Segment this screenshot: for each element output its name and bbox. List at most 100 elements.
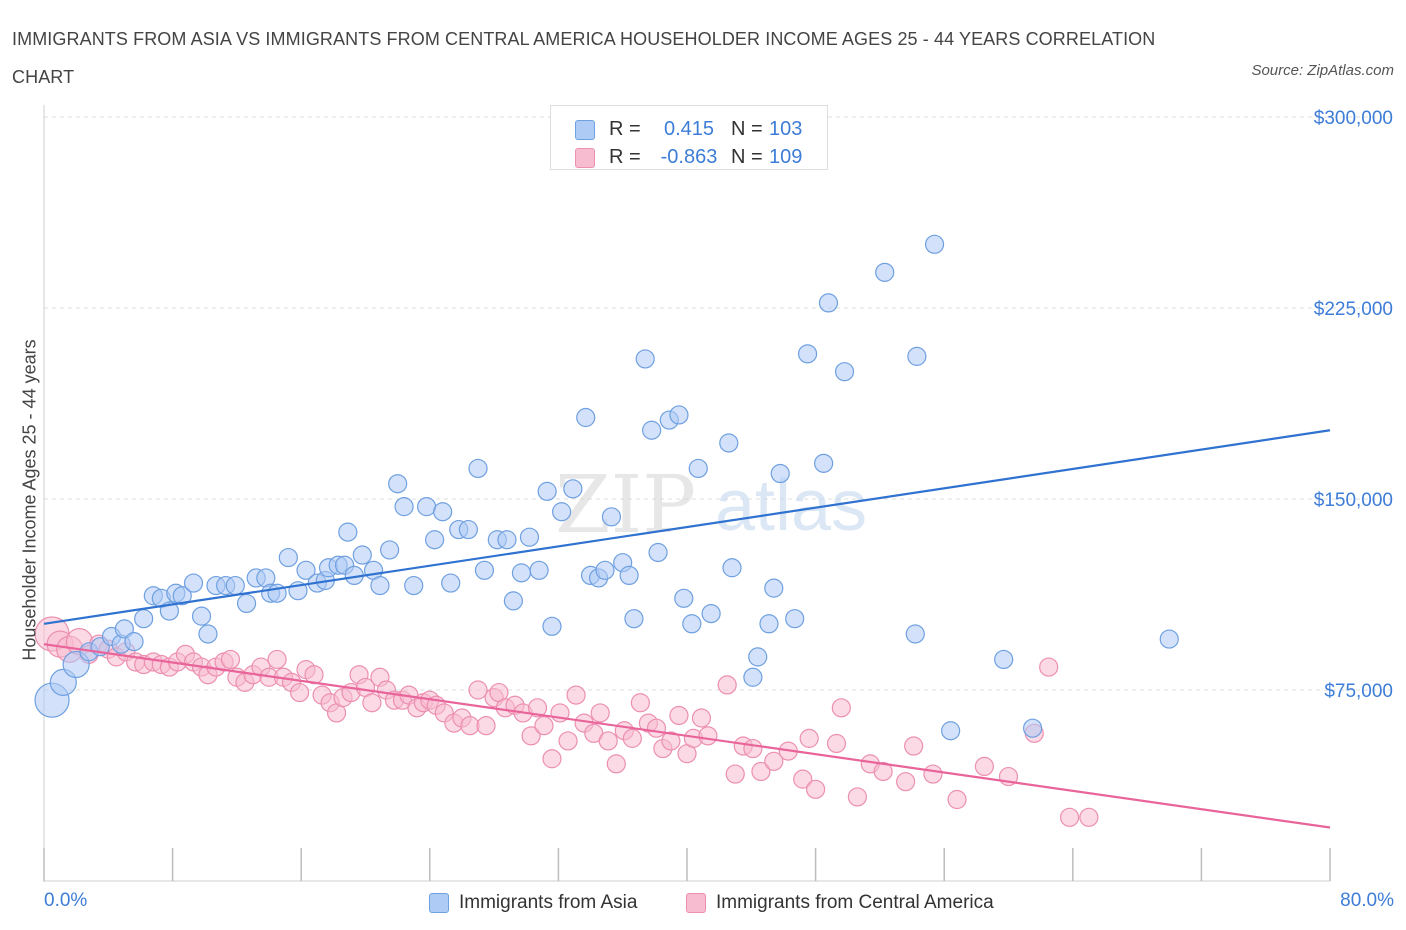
asia-point [458,519,478,540]
central-america-points [34,616,1099,827]
asia-point [719,433,739,453]
y-axis-label: Householder Income Ages 25 - 44 years [19,339,40,661]
series-legend: Immigrants from Asia Immigrants from Cen… [0,888,1406,918]
asia-point [519,527,540,547]
asia-point [474,560,495,580]
asia-point [338,522,358,542]
asia-point [601,507,622,527]
asia-point [416,497,437,517]
asia-point [759,614,779,634]
central-america-point [764,751,784,771]
asia-point [875,262,895,282]
asia-point [425,530,445,550]
asia-point [404,575,424,596]
central-america-point [598,731,618,751]
asia-swatch-icon [429,893,449,913]
asia-swatch-icon [575,120,595,140]
asia-point [648,542,668,563]
asia-point [994,649,1014,670]
central-america-point [904,736,924,756]
n-value: 109 [769,146,803,168]
y-tick-label: $75,000 [1324,681,1393,702]
r-value: -0.863 [660,146,718,168]
central-america-point [521,726,541,746]
y-tick-labels: $75,000 $150,000 $225,000 $300,000 [1314,108,1393,702]
asia-point [1023,718,1043,738]
asia-point [563,479,583,499]
central-america-point [630,693,650,713]
central-america-point [267,649,287,670]
asia-point [278,547,298,568]
central-america-point [799,728,819,748]
central-america-point [847,787,867,807]
central-america-point [873,761,893,782]
central-america-point [896,772,916,792]
central-america-point [669,705,689,726]
central-america-point [542,749,562,769]
n-value: 103 [769,118,803,140]
asia-point [198,624,218,644]
central-america-point [362,693,382,713]
asia-point [764,578,784,598]
asia-point [595,560,615,580]
legend-label: Immigrants from Asia [459,892,638,913]
central-america-point [831,698,851,718]
trend-lines [43,429,1331,829]
asia-point [134,609,154,629]
y-tick-label: $225,000 [1314,299,1393,320]
y-tick-label: $150,000 [1314,490,1393,511]
watermark: ZIP atlas [555,458,867,551]
asia-point [236,593,257,614]
asia-point [468,458,488,479]
central-america-trend-line [43,643,1331,829]
asia-point [576,407,596,428]
asia-point [497,530,517,550]
asia-point [834,362,855,382]
asia-point [924,234,945,254]
watermark-atlas: atlas [715,466,867,546]
asia-point [682,614,702,634]
central-america-point [220,649,241,670]
asia-point [748,647,768,667]
central-america-point [1079,807,1099,827]
central-america-point [725,764,745,784]
asia-point [542,616,562,636]
central-america-point [1039,657,1059,677]
central-america-point [606,754,626,774]
central-america-point [826,733,847,754]
asia-point [624,609,644,629]
asia-point [701,603,721,624]
central-america-point [289,682,310,703]
central-america-point [534,716,554,736]
asia-point [635,349,655,369]
asia-point [124,632,144,652]
asia-point [225,575,245,596]
r-label: R = [609,118,641,140]
asia-point [797,344,818,364]
asia-point [1159,629,1179,649]
central-america-point [468,680,488,700]
asia-point [529,560,549,580]
asia-point [433,502,453,522]
central-america-point [974,756,994,777]
asia-point [619,565,639,586]
central-america-point [661,731,681,751]
asia-point [905,624,925,644]
asia-point [380,540,400,560]
central-america-point [805,779,826,799]
asia-point [370,575,390,596]
asia-point [296,560,316,580]
correlation-legend: R = 0.415 N = 103 R = -0.863 N = 109 [550,105,828,170]
central-america-point [476,716,496,736]
asia-point [669,405,689,425]
asia-point [907,346,927,366]
central-america-swatch-icon [575,148,595,168]
asia-point [172,586,192,606]
central-america-point [923,764,943,784]
central-america-point [751,761,771,782]
central-america-point [947,789,967,810]
central-america-point [622,728,642,748]
asia-point [814,453,834,473]
asia-point [674,588,694,608]
central-america-point [793,769,813,789]
